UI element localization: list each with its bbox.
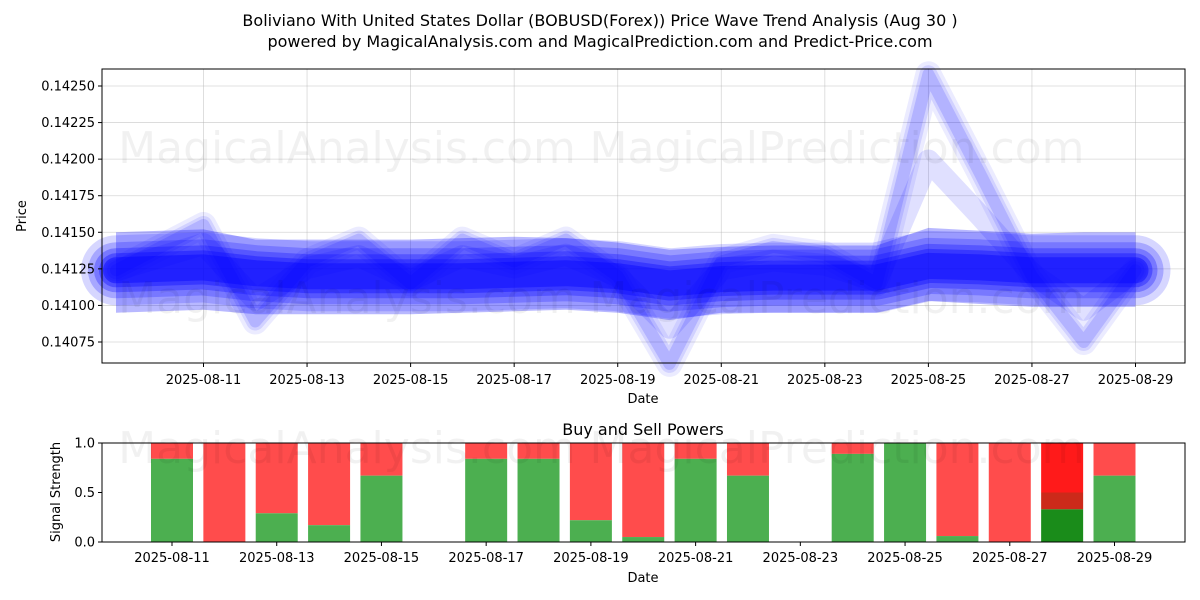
buy-bar xyxy=(674,458,717,542)
price-wave-excursion xyxy=(107,65,1145,373)
price-wave-band xyxy=(99,248,1153,301)
price-wave xyxy=(81,61,1171,377)
price-x-tick-label: 2025-08-15 xyxy=(373,373,449,388)
sell-bar xyxy=(1093,443,1136,476)
price-x-ticks: 2025-08-11 2025-08-13 2025-08-15 2025-08-17… xyxy=(166,363,1174,388)
watermark-analysis-bottom: MagicalAnalysis.com xyxy=(118,423,576,474)
sell-bar xyxy=(569,443,612,521)
price-wave-band xyxy=(88,237,1164,312)
watermark-analysis-mid: MagicalAnalysis.com xyxy=(118,273,576,324)
price-wave-band xyxy=(94,243,1158,306)
sell-bar xyxy=(308,443,351,526)
signal-x-tick-label: 2025-08-21 xyxy=(658,551,734,566)
buy-bar xyxy=(936,536,979,542)
watermark-analysis-top: MagicalAnalysis.com xyxy=(118,123,576,174)
sell-bar xyxy=(1041,443,1084,493)
price-y-tick-label: 0.14225 xyxy=(41,116,95,131)
buy-bar xyxy=(622,537,665,542)
sell-bar xyxy=(674,443,717,459)
sell-bar xyxy=(151,443,193,459)
signal-panel: Buy and Sell Powers MagicalAnalysis.com … xyxy=(49,420,1186,586)
watermark-prediction-mid: MagicalPrediction.com xyxy=(590,273,1085,324)
sell-bar xyxy=(988,443,1031,542)
price-x-tick-label: 2025-08-13 xyxy=(269,373,345,388)
price-panel: MagicalAnalysis.com MagicalPrediction.co… xyxy=(15,61,1186,407)
price-y-axis-label: Price xyxy=(15,200,30,232)
buy-bar xyxy=(831,453,874,542)
signal-bars xyxy=(151,443,1136,542)
chart-title-line2: powered by MagicalAnalysis.com and Magic… xyxy=(267,32,932,51)
price-y-tick-label: 0.14250 xyxy=(41,80,95,95)
signal-x-tick-label: 2025-08-13 xyxy=(239,551,315,566)
price-wave-band xyxy=(81,230,1171,319)
signal-y-axis-label: Signal Strength xyxy=(49,442,64,542)
sell-bar xyxy=(936,443,979,537)
price-wave-excursion xyxy=(110,68,1142,370)
sell-bar xyxy=(203,443,246,542)
signal-y-tick-label: 1.0 xyxy=(74,437,95,452)
sell-bar xyxy=(831,443,874,454)
price-y-ticks: 0.14075 0.14100 0.14125 0.14150 0.14175 0.142… xyxy=(41,80,102,351)
price-x-tick-label: 2025-08-21 xyxy=(683,373,759,388)
price-grid xyxy=(102,69,1185,363)
chart-title-line1: Boliviano With United States Dollar (BOB… xyxy=(242,11,957,30)
price-wave-band xyxy=(103,252,1149,297)
price-x-tick-label: 2025-08-23 xyxy=(787,373,863,388)
price-wave-excursion-2 xyxy=(105,149,1147,339)
price-y-tick-label: 0.14100 xyxy=(41,299,95,314)
price-x-tick-label: 2025-08-29 xyxy=(1098,373,1174,388)
buy-bar xyxy=(360,475,403,542)
signal-y-ticks: 0.0 0.5 1.0 xyxy=(74,437,102,551)
signal-x-tick-label: 2025-08-11 xyxy=(134,551,210,566)
watermark-prediction-top: MagicalPrediction.com xyxy=(590,123,1085,174)
buy-bar xyxy=(1041,509,1084,542)
price-x-tick-label: 2025-08-25 xyxy=(891,373,967,388)
price-x-tick-label: 2025-08-19 xyxy=(580,373,656,388)
buy-bar xyxy=(308,525,351,542)
sell-bar-lower xyxy=(1041,492,1084,510)
price-y-tick-label: 0.14200 xyxy=(41,153,95,168)
buy-bar xyxy=(151,458,193,542)
buy-bar xyxy=(465,458,508,542)
buy-bar xyxy=(569,520,612,542)
price-plot-area xyxy=(102,69,1185,363)
sell-bar xyxy=(622,443,665,538)
signal-chart-title: Buy and Sell Powers xyxy=(562,420,724,439)
sell-bar xyxy=(360,443,403,476)
buy-bar xyxy=(517,458,560,542)
signal-x-tick-label: 2025-08-23 xyxy=(763,551,839,566)
price-y-tick-label: 0.14175 xyxy=(41,189,95,204)
watermark-prediction-bottom: MagicalPrediction.com xyxy=(590,423,1085,474)
buy-bar xyxy=(255,513,298,542)
sell-bar xyxy=(255,443,298,514)
buy-bar xyxy=(726,475,769,542)
price-y-tick-label: 0.14150 xyxy=(41,226,95,241)
buy-bar xyxy=(884,443,927,542)
price-x-tick-label: 2025-08-27 xyxy=(994,373,1070,388)
signal-x-tick-label: 2025-08-19 xyxy=(553,551,629,566)
signal-y-tick-label: 0.0 xyxy=(74,536,95,551)
signal-x-tick-label: 2025-08-17 xyxy=(448,551,524,566)
buy-bar xyxy=(1093,475,1136,542)
price-y-tick-label: 0.14075 xyxy=(41,336,95,351)
signal-x-axis-label: Date xyxy=(627,571,658,586)
signal-x-tick-label: 2025-08-27 xyxy=(972,551,1048,566)
signal-x-ticks: 2025-08-11 2025-08-13 2025-08-15 2025-08-17… xyxy=(134,542,1152,566)
sell-bar xyxy=(465,443,508,459)
signal-y-tick-label: 0.5 xyxy=(74,486,95,501)
signal-x-tick-label: 2025-08-25 xyxy=(867,551,943,566)
sell-bar xyxy=(726,443,769,476)
price-plot-frame xyxy=(101,68,1186,364)
price-wave-envelope xyxy=(116,227,1136,321)
signal-x-tick-label: 2025-08-29 xyxy=(1077,551,1153,566)
price-x-tick-label: 2025-08-17 xyxy=(476,373,552,388)
price-x-axis-label: Date xyxy=(627,392,658,407)
price-y-tick-label: 0.14125 xyxy=(41,262,95,277)
signal-x-tick-label: 2025-08-15 xyxy=(344,551,420,566)
price-x-tick-label: 2025-08-11 xyxy=(166,373,242,388)
sell-bar xyxy=(517,443,560,459)
price-wave-excursion xyxy=(103,61,1149,377)
